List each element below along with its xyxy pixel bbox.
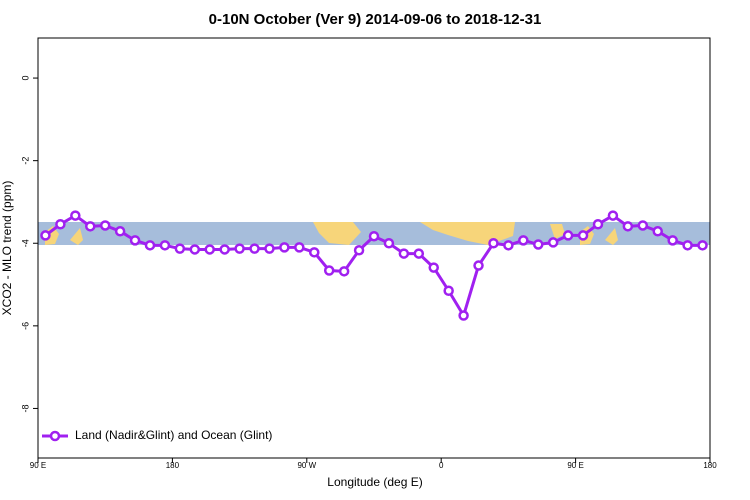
x-axis-label: Longitude (deg E) [327,475,422,489]
data-point [144,240,156,251]
y-tick-label: -6 [20,322,30,330]
y-tick-label: -2 [20,157,30,165]
x-tick-label: 0 [439,461,444,470]
data-point [309,247,320,258]
chart-title: 0-10N October (Ver 9) 2014-09-06 to 2018… [209,11,542,28]
data-point [667,235,678,246]
data-point [652,226,663,237]
x-tick-label: 90 E [30,461,46,470]
data-point [264,243,275,254]
data-point [458,310,469,321]
data-point [99,220,111,231]
data-point [533,239,544,250]
data-point [40,230,51,241]
y-tick-label: -4 [20,239,30,247]
x-tick-label: 180 [166,461,180,470]
data-point [592,219,604,230]
data-point [129,235,141,246]
data-point [159,240,171,251]
data-point [518,235,529,246]
plot-frame [37,37,711,459]
data-point [503,240,514,251]
data-point [294,242,305,253]
data-point [398,248,410,259]
y-tick-label: 0 [20,76,30,81]
data-point [443,285,454,296]
x-tick-label: 90 E [567,461,583,470]
data-point [383,238,395,249]
data-point [562,230,574,241]
data-point [637,220,649,231]
x-tick-label: 180 [703,461,717,470]
data-point [577,230,589,241]
data-point [279,242,290,253]
data-point [413,248,425,259]
data-point [55,219,66,230]
data-point [70,210,81,221]
data-point [622,221,634,232]
data-point [338,266,350,277]
data-point [85,221,96,232]
data-point [234,243,245,254]
legend-label: Land (Nadir&Glint) and Ocean (Glint) [75,428,272,442]
data-point [607,210,619,221]
data-point [174,243,186,254]
data-point [473,260,484,271]
data-point [204,244,215,255]
y-tick-label: -8 [20,404,30,412]
data-point [368,230,380,242]
data-point [189,244,201,255]
y-axis-label: XCO2 - MLO trend (ppm) [0,181,14,316]
data-point [682,240,693,251]
data-point [323,265,335,276]
data-point [428,262,439,273]
data-point [249,243,260,254]
data-point [353,245,365,256]
data-point [114,226,126,237]
data-point [219,244,230,255]
data-point [697,240,708,251]
data-point [488,238,499,249]
data-point [547,237,559,248]
x-tick-label: 90 W [297,461,316,470]
legend-marker [49,430,61,442]
